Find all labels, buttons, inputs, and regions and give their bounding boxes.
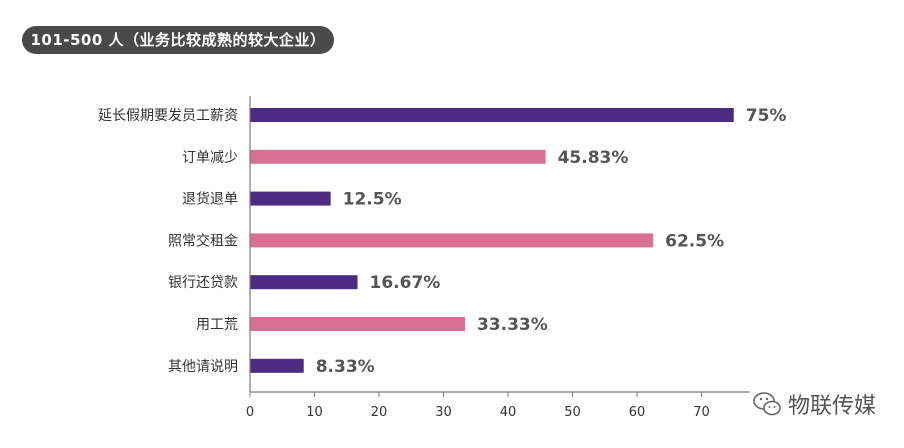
bar	[250, 317, 465, 331]
axes-group: 0 10 20 30 40 50 60 70	[246, 96, 750, 420]
category-label: 用工荒	[196, 317, 238, 333]
value-label: 62.5%	[665, 231, 724, 251]
value-label: 16.67%	[370, 273, 441, 293]
category-label: 订单减少	[182, 150, 238, 166]
x-tick-label: 0	[246, 405, 254, 420]
value-label: 8.33%	[316, 357, 375, 377]
category-label: 银行还贷款	[168, 275, 238, 291]
bar	[250, 191, 331, 206]
wechat-icon	[753, 392, 781, 416]
x-tick-label: 10	[306, 405, 323, 420]
category-label: 退货退单	[182, 191, 238, 208]
category-label: 其他请说明	[168, 359, 238, 375]
bar	[250, 275, 358, 290]
x-tick-label: 40	[500, 405, 517, 420]
category-label: 延长假期要发员工薪资	[98, 108, 238, 124]
bar	[250, 233, 654, 248]
bar	[250, 358, 304, 373]
x-tick-label: 60	[629, 405, 646, 420]
bar	[250, 108, 734, 122]
watermark: 物联传媒	[752, 388, 876, 420]
x-tick-label: 20	[371, 405, 388, 420]
x-tick-label: 70	[693, 405, 710, 420]
watermark-text: 物联传媒	[788, 394, 877, 419]
category-label: 照常交租金	[168, 232, 238, 249]
chart-title: 101-500 人（业务比较成熟的较大企业）	[22, 26, 334, 54]
value-label: 33.33%	[477, 315, 548, 335]
x-tick-label: 30	[435, 405, 452, 420]
bar	[250, 149, 546, 164]
value-label: 75%	[746, 106, 787, 126]
bars-group	[250, 108, 734, 373]
x-tick-label: 50	[564, 405, 581, 420]
value-label: 45.83%	[558, 148, 629, 168]
value-label: 12.5%	[343, 190, 402, 210]
value-labels-group: 75% 45.83% 12.5% 62.5% 16.67% 33.33% 8.33%	[316, 106, 787, 377]
